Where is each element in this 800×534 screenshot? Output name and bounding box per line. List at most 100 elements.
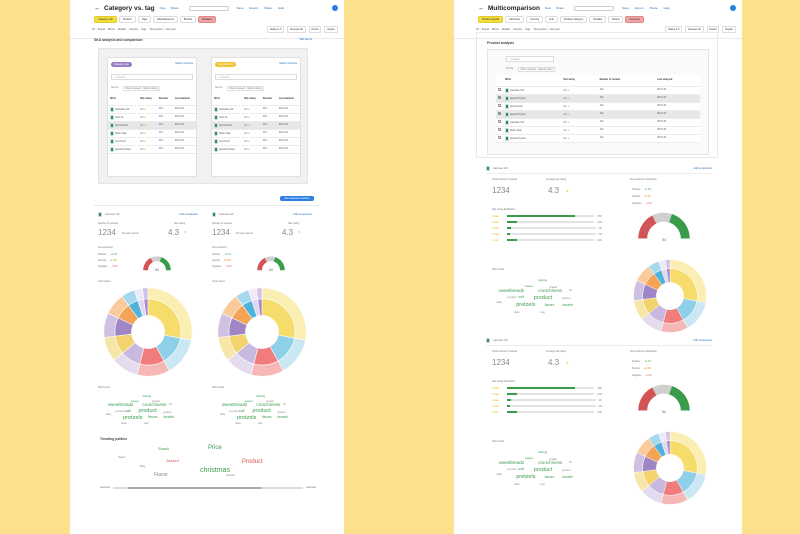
add-comparison-link[interactable]: Add comparison xyxy=(179,212,198,216)
chip-misc[interactable]: Miscellaneous xyxy=(153,16,178,23)
col-header[interactable]: Number of reviews xyxy=(597,75,656,87)
filter-item[interactable]: Brand xyxy=(492,28,499,31)
col-header[interactable]: Last analyzed xyxy=(276,94,300,106)
row-checkbox[interactable] xyxy=(498,136,501,139)
table-row[interactable]: Gatorade 12X 4.3 ★ 123 08.21.20 xyxy=(108,105,196,114)
chip[interactable]: Country xyxy=(526,16,544,23)
row-checkbox[interactable] xyxy=(498,96,501,99)
table-row[interactable]: Apparel Perfect 4.2 ★ 123 08.01.20 xyxy=(212,145,300,154)
col-header[interactable]: SKUs xyxy=(212,94,243,106)
table-row[interactable]: Juice 2L 4.4 ★ 134 08.01.20 xyxy=(212,113,300,122)
chip[interactable]: Product category xyxy=(559,16,588,23)
col-header[interactable]: Reviews xyxy=(156,94,173,106)
filter-item[interactable]: Retailer xyxy=(117,28,127,31)
wheel-outer-slice[interactable] xyxy=(256,287,263,300)
chip[interactable]: Product details xyxy=(478,16,504,23)
filter-dropdown[interactable]: Rating 1-5 xyxy=(267,26,285,33)
col-header[interactable]: Reviews xyxy=(260,94,277,106)
add-comparison-link[interactable]: Add comparison xyxy=(693,338,712,342)
col-header[interactable]: Last analyzed xyxy=(655,75,700,87)
table-row[interactable]: Water 24pk 4.3 ★ 123 08.01.20 xyxy=(212,129,300,138)
chip[interactable]: Attributes xyxy=(505,16,525,23)
sort-select[interactable]: Most reviewed - highest rating xyxy=(226,86,265,91)
share-link[interactable]: Share xyxy=(170,6,179,10)
add-comparison-link[interactable]: Add comparison xyxy=(293,212,312,216)
col-header[interactable]: Last analyzed xyxy=(172,94,196,106)
filter-dropdown[interactable]: Region xyxy=(722,26,736,33)
row-checkbox[interactable] xyxy=(498,88,501,91)
help-action[interactable]: Help xyxy=(663,6,670,10)
chip-brands[interactable]: Brands xyxy=(179,16,196,23)
table-row[interactable]: Water 24pk 4.3 ★ 123 08.01.20 xyxy=(108,129,196,138)
table-row[interactable]: Gatorade 12X 4.3 ★ 123 08.21.20 xyxy=(496,86,700,95)
row-checkbox[interactable] xyxy=(498,120,501,123)
filter-item[interactable]: Country xyxy=(129,28,139,31)
col-header[interactable]: Star rating xyxy=(561,75,598,87)
chip[interactable]: Compare xyxy=(625,16,645,23)
filter-dropdown[interactable]: Region xyxy=(324,26,338,33)
save-action[interactable]: Save xyxy=(622,6,629,10)
select-products-link[interactable]: Select products xyxy=(175,62,193,65)
search-input[interactable]: ⚲ Search xyxy=(506,56,554,62)
tag-pill[interactable]: Tag selection xyxy=(215,62,237,67)
share-action[interactable]: Share xyxy=(264,6,273,10)
table-row[interactable]: Gatorade 12X 4.3 ★ 123 08.21.20 xyxy=(212,105,300,114)
chip[interactable]: Retailer xyxy=(589,16,607,23)
filter-item[interactable]: Period xyxy=(97,28,106,31)
help-circle-icon[interactable] xyxy=(730,5,736,11)
sort-select[interactable]: Most reviewed - highest rating xyxy=(122,86,161,91)
export-action[interactable]: Export xyxy=(634,6,644,10)
table-row[interactable]: Sports Drink 4.1 ★ 123 08.01.20 xyxy=(212,121,300,130)
chip[interactable]: Brand xyxy=(608,16,624,23)
horizontal-scrollbar[interactable]: Gatorade Gatorade xyxy=(100,486,316,489)
filter-item[interactable]: Time period xyxy=(533,28,547,31)
filter-item[interactable]: Brand xyxy=(108,28,115,31)
filter-item[interactable]: Tags xyxy=(141,28,147,31)
table-row[interactable]: Juice 2L 4.4 ★ 134 08.01.20 xyxy=(108,113,196,122)
table-row[interactable]: Apparel Perfect 4.2 ★ 123 08.01.20 xyxy=(108,145,196,154)
chip[interactable]: Unit xyxy=(545,16,558,23)
table-row[interactable]: Sports Drink 4.1 ★ 123 08.01.20 xyxy=(496,102,700,111)
row-checkbox[interactable] xyxy=(498,128,501,131)
filter-item[interactable]: Period xyxy=(481,28,490,31)
help-circle-icon[interactable] xyxy=(332,5,338,11)
filter-item[interactable]: Last year xyxy=(549,28,560,31)
table-row[interactable]: Iced Tea 6 4.5 ★ 123 08.01.20 xyxy=(108,137,196,146)
chip-category[interactable]: Category tab xyxy=(94,16,117,23)
wheel-outer-slice[interactable] xyxy=(665,259,671,270)
table-row[interactable]: Gatorade 12X 4.5 ★ 123 08.01.20 xyxy=(496,118,700,127)
share-action[interactable]: Share xyxy=(649,6,658,10)
table-row[interactable]: Sports Drink 4.1 ★ 123 08.01.20 xyxy=(108,121,196,130)
filter-item[interactable]: Tags xyxy=(525,28,531,31)
wheel-outer-slice[interactable] xyxy=(142,287,149,300)
filter-item[interactable]: All xyxy=(92,28,95,31)
new-link[interactable]: New xyxy=(159,6,166,10)
table-row[interactable]: Water 24pk 4.2 ★ 123 08.01.20 xyxy=(496,126,700,135)
new-link[interactable]: New xyxy=(545,6,552,10)
select-products-link[interactable]: Select products xyxy=(279,62,297,65)
chip-tags[interactable]: Tags xyxy=(137,16,152,23)
sort-select[interactable]: Most reviewed - highest rating xyxy=(517,67,556,72)
wheel-outer-slice[interactable] xyxy=(665,431,671,442)
add-comparison-link[interactable]: Add comparison xyxy=(693,166,712,170)
chip-product[interactable]: Product xyxy=(118,16,136,23)
export-action[interactable]: Export xyxy=(249,6,259,10)
filter-item[interactable]: All xyxy=(476,28,479,31)
table-row[interactable]: Apparel Perfect 4.3 ★ 123 08.21.20 xyxy=(496,110,700,119)
filter-dropdown[interactable]: Period xyxy=(308,26,322,33)
table-row[interactable]: Apparel Perfect 4.1 ★ 123 08.01.20 xyxy=(496,134,700,143)
chip-retailers[interactable]: Retailers xyxy=(197,16,217,23)
filter-item[interactable]: Country xyxy=(513,28,523,31)
tag-pill[interactable]: Category tab xyxy=(111,62,132,67)
row-checkbox[interactable] xyxy=(498,112,501,115)
help-action[interactable]: Help xyxy=(278,6,285,10)
col-header[interactable]: SKUs xyxy=(108,94,139,106)
search-input[interactable]: ⚲ Search xyxy=(215,74,297,80)
filter-item[interactable]: Retailer xyxy=(501,28,511,31)
filter-dropdown[interactable]: Reviews all xyxy=(287,26,306,33)
edit-layout-link[interactable]: Edit layout xyxy=(299,38,312,41)
filter-item[interactable]: Time period xyxy=(149,28,163,31)
back-arrow-icon[interactable]: ← xyxy=(478,4,485,12)
back-arrow-icon[interactable]: ← xyxy=(94,4,101,12)
col-header[interactable]: SKUs xyxy=(503,75,562,87)
